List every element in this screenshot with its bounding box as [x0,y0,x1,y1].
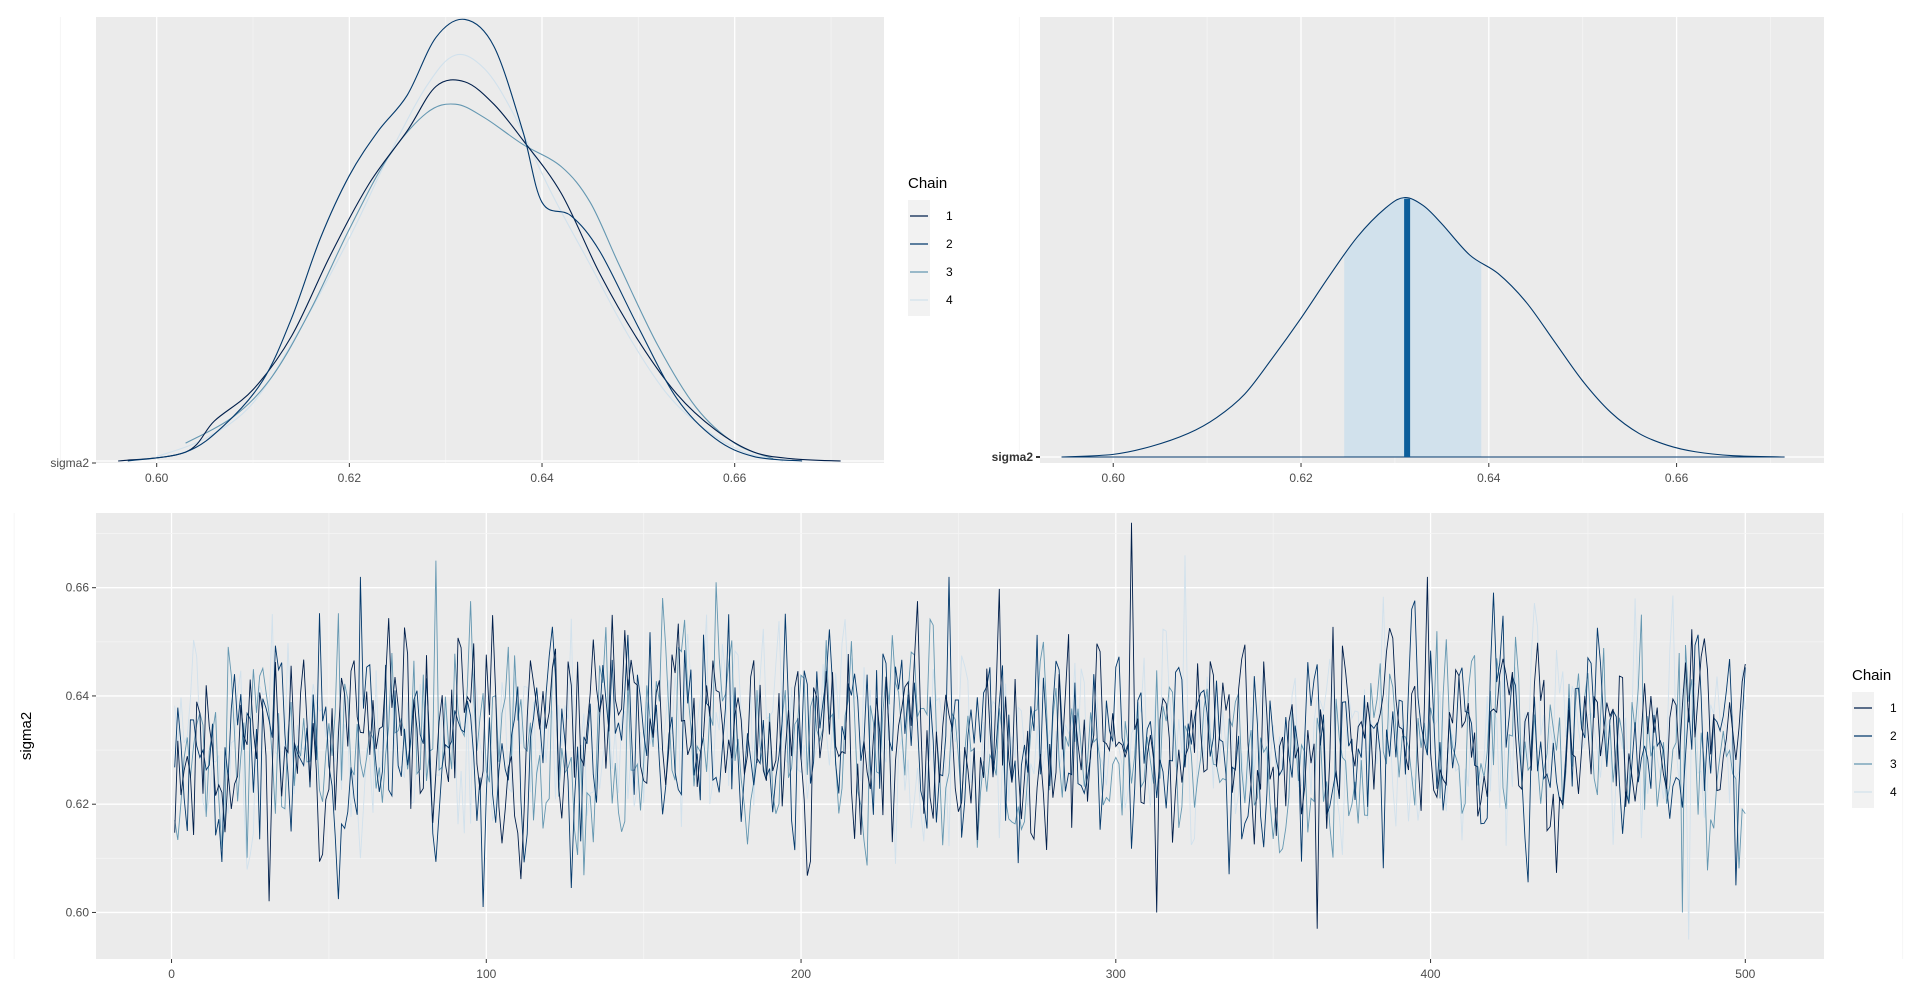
y-tick-label: 0.62 [66,797,90,811]
y-tick-label: 0.66 [66,581,90,595]
x-tick-label: 0.60 [145,471,169,485]
trace-x-axis: 0 100 200 300 400 500 [168,959,1756,981]
legend-entry-label: 4 [1890,785,1897,799]
legend-key-bg [908,200,930,316]
density-line-chain-3 [185,103,774,460]
density-overlay-legend: Chain 1 2 3 4 [908,175,953,316]
x-tick-label: 0.62 [1289,471,1313,485]
y-tick-label: 0.64 [66,689,90,703]
trace-chart: 0 100 200 300 400 500 0.60 0.62 0.64 0.66 sigma2… [13,513,1904,981]
trace-series [174,522,1746,940]
density-overlay-grid [59,17,884,463]
x-tick-label: 0.64 [1477,471,1501,485]
posterior-area-grid [1018,17,1824,463]
x-tick-label: 0.66 [723,471,747,485]
posterior-area-chart: 0.60 0.62 0.64 0.66 sigma2 [992,17,1824,485]
x-tick-label: 300 [1106,967,1126,981]
legend-title: Chain [1852,667,1891,684]
trace-panel [96,513,1824,959]
y-tick-label: 0.60 [66,905,90,919]
trace-y-axis: 0.60 0.62 0.64 0.66 [66,581,96,919]
legend-entry-label: 3 [946,265,953,279]
y-tick-label-sigma2: sigma2 [992,450,1034,464]
legend-entry-label: 1 [1890,701,1897,715]
posterior-area-y-axis: sigma2 [992,450,1040,464]
x-tick-label: 200 [791,967,811,981]
posterior-area-x-axis: 0.60 0.62 0.64 0.66 [1102,463,1689,485]
trace-line-chain-4 [174,555,1746,940]
density-overlay-x-axis: 0.60 0.62 0.64 0.66 [145,463,747,485]
x-tick-label: 0.66 [1665,471,1689,485]
x-tick-label: 0.62 [338,471,362,485]
x-tick-label: 400 [1421,967,1441,981]
legend-entry-label: 1 [946,209,953,223]
density-line-chain-1 [118,79,841,462]
legend-title: Chain [908,175,947,192]
trace-y-axis-title: sigma2 [18,712,35,760]
x-tick-label: 0 [168,967,175,981]
posterior-area-marks [1061,197,1785,458]
x-tick-label: 0.64 [530,471,554,485]
trace-line-chain-2 [174,576,1746,908]
density-overlay-panel [96,17,884,463]
x-tick-label: 0.60 [1102,471,1126,485]
posterior-density-outline [1061,197,1785,458]
x-tick-label: 500 [1735,967,1755,981]
legend-entry-label: 3 [1890,757,1897,771]
density-overlay-series [118,18,841,462]
legend-entry-label: 4 [946,293,953,307]
legend-entry-label: 2 [1890,729,1897,743]
trace-legend: Chain 1 2 3 4 [1852,667,1897,808]
credible-interval-area [1344,197,1482,457]
trace-line-chain-1 [174,522,1746,929]
x-tick-label: 100 [476,967,496,981]
density-overlay-y-axis: sigma2 [50,456,96,470]
legend-entry-label: 2 [946,237,953,251]
y-tick-label-sigma2: sigma2 [50,456,89,470]
legend-key-bg [1852,692,1874,808]
density-line-chain-2 [127,18,803,462]
density-overlay-chart: 0.60 0.62 0.64 0.66 sigma2 Chain 1 2 3 4 [50,17,953,485]
